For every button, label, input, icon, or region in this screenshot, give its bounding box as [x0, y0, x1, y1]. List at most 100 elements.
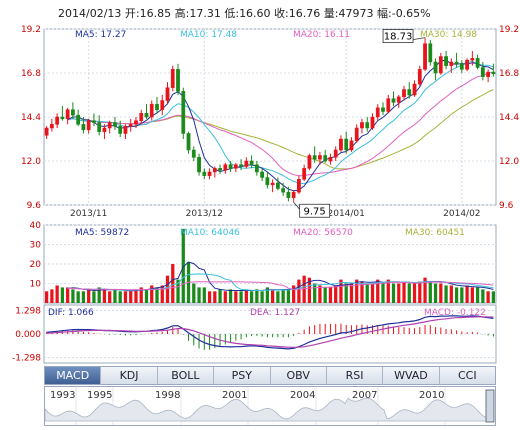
tab-psy[interactable]: PSY	[214, 367, 271, 384]
volume-ma-legend: MA5: 59872	[75, 228, 129, 238]
stock-chart[interactable]: 19.2 19.2 16.8 16.8 14.4 14.4 12.0 12.0 9.6 9.6 20…	[0, 0, 520, 366]
volume-bar	[76, 291, 80, 303]
candle-body	[302, 168, 307, 180]
price-y-tick-right: 16.8	[499, 69, 519, 79]
candle-body	[55, 116, 60, 125]
candle-body	[386, 98, 391, 112]
candle-body	[134, 120, 138, 125]
volume-bar	[407, 283, 411, 303]
volume-y-tick: 30	[30, 241, 42, 251]
date-tick-label: 2013/11	[70, 209, 107, 219]
volume-bar	[423, 277, 427, 303]
candle-body	[344, 138, 349, 151]
tab-wvad[interactable]: WVAD	[383, 367, 440, 384]
volume-bar	[470, 287, 474, 303]
high-label: 高:	[174, 7, 190, 20]
candle-body	[402, 89, 406, 98]
navigator-range-handle[interactable]	[485, 389, 495, 423]
volume-bar	[339, 279, 343, 303]
volume-bar	[265, 287, 270, 303]
volume-bar	[160, 285, 164, 303]
volume-bar	[370, 283, 375, 303]
candle-body	[86, 120, 91, 131]
volume-bar	[454, 287, 459, 303]
history-navigator[interactable]: 1993 1995 1998 2001 2004 2007 2010	[44, 386, 496, 426]
price-ma-legend: MA20: 16.11	[293, 30, 350, 40]
volume-bar	[439, 283, 443, 303]
volume-bar	[165, 275, 170, 303]
period-low-label: 9.75	[304, 206, 326, 217]
navigator-year-label: 1995	[87, 390, 112, 401]
volume-ma-legend: MA10: 64046	[180, 228, 240, 238]
volume-ma-legend: MA30: 60451	[405, 228, 465, 238]
macd-y-tick: -1.298	[12, 354, 41, 364]
candle-body	[50, 124, 54, 129]
navigator-history-area	[45, 397, 491, 422]
price-ma-legend: MA10: 17.48	[180, 30, 237, 40]
candle-body	[97, 122, 102, 132]
volume-y-tick: 20	[30, 260, 42, 270]
candle-body	[212, 168, 217, 173]
tab-kdj[interactable]: KDJ	[101, 367, 158, 384]
candle-body	[155, 103, 159, 110]
candle-body	[254, 164, 259, 173]
volume-bar	[150, 285, 154, 303]
volume-bar	[123, 291, 128, 303]
volume-bar	[71, 289, 75, 303]
volume-bar	[360, 281, 364, 303]
tab-rsi[interactable]: RSI	[326, 367, 384, 384]
volume-bar	[92, 291, 96, 303]
volume-bar	[81, 291, 86, 303]
candle-body	[71, 109, 75, 116]
volume-bar	[270, 289, 275, 303]
candle-body	[396, 96, 401, 103]
tab-obv[interactable]: OBV	[270, 367, 327, 384]
price-y-tick-left: 19.2	[21, 25, 41, 35]
candle-body	[244, 160, 249, 167]
candle-body	[417, 69, 422, 85]
volume-bar	[328, 287, 333, 303]
tab-macd[interactable]: MACD	[45, 367, 102, 384]
volume-bar	[307, 277, 312, 303]
price-ma-legend: MA5: 17.27	[75, 30, 126, 40]
volume-bar	[218, 289, 222, 303]
volume-y-tick: 10	[30, 280, 42, 290]
volume-bar	[391, 283, 396, 303]
candle-body	[207, 171, 212, 176]
candle-body	[291, 191, 296, 198]
candle-body	[428, 43, 433, 63]
candle-body	[449, 61, 454, 66]
volume-bar	[281, 289, 285, 303]
candle-body	[391, 98, 396, 103]
candle-body	[381, 107, 385, 112]
volume-bar	[129, 291, 133, 303]
candle-body	[76, 114, 81, 125]
volume-bar	[244, 289, 248, 303]
volume-bar	[318, 285, 322, 303]
volume-bar	[344, 283, 348, 303]
tab-boll[interactable]: BOLL	[157, 367, 215, 384]
candle-body	[191, 149, 196, 158]
candle-body	[412, 83, 417, 96]
annotation-box	[299, 203, 331, 218]
annotation-box	[382, 29, 414, 44]
volume-bar	[44, 291, 49, 303]
candle-body	[170, 69, 175, 88]
change-value: -0.65%	[391, 7, 431, 20]
candle-body	[202, 171, 207, 176]
volume-bar	[228, 289, 233, 303]
tab-cci[interactable]: CCI	[439, 367, 495, 384]
volume-bar	[365, 283, 369, 303]
candle-body	[118, 125, 123, 134]
navigator-year-label: 2001	[222, 390, 247, 401]
candle-body	[44, 127, 49, 136]
price-y-tick-right: 14.4	[499, 113, 519, 123]
volume-bar	[323, 287, 327, 303]
volume-bar	[302, 275, 306, 303]
candle-body	[407, 89, 412, 96]
candle-body	[265, 177, 270, 186]
candle-body	[113, 122, 117, 127]
candle-body	[491, 71, 496, 74]
date-tick-label: 2013/12	[186, 209, 223, 219]
candle-body	[312, 155, 317, 160]
